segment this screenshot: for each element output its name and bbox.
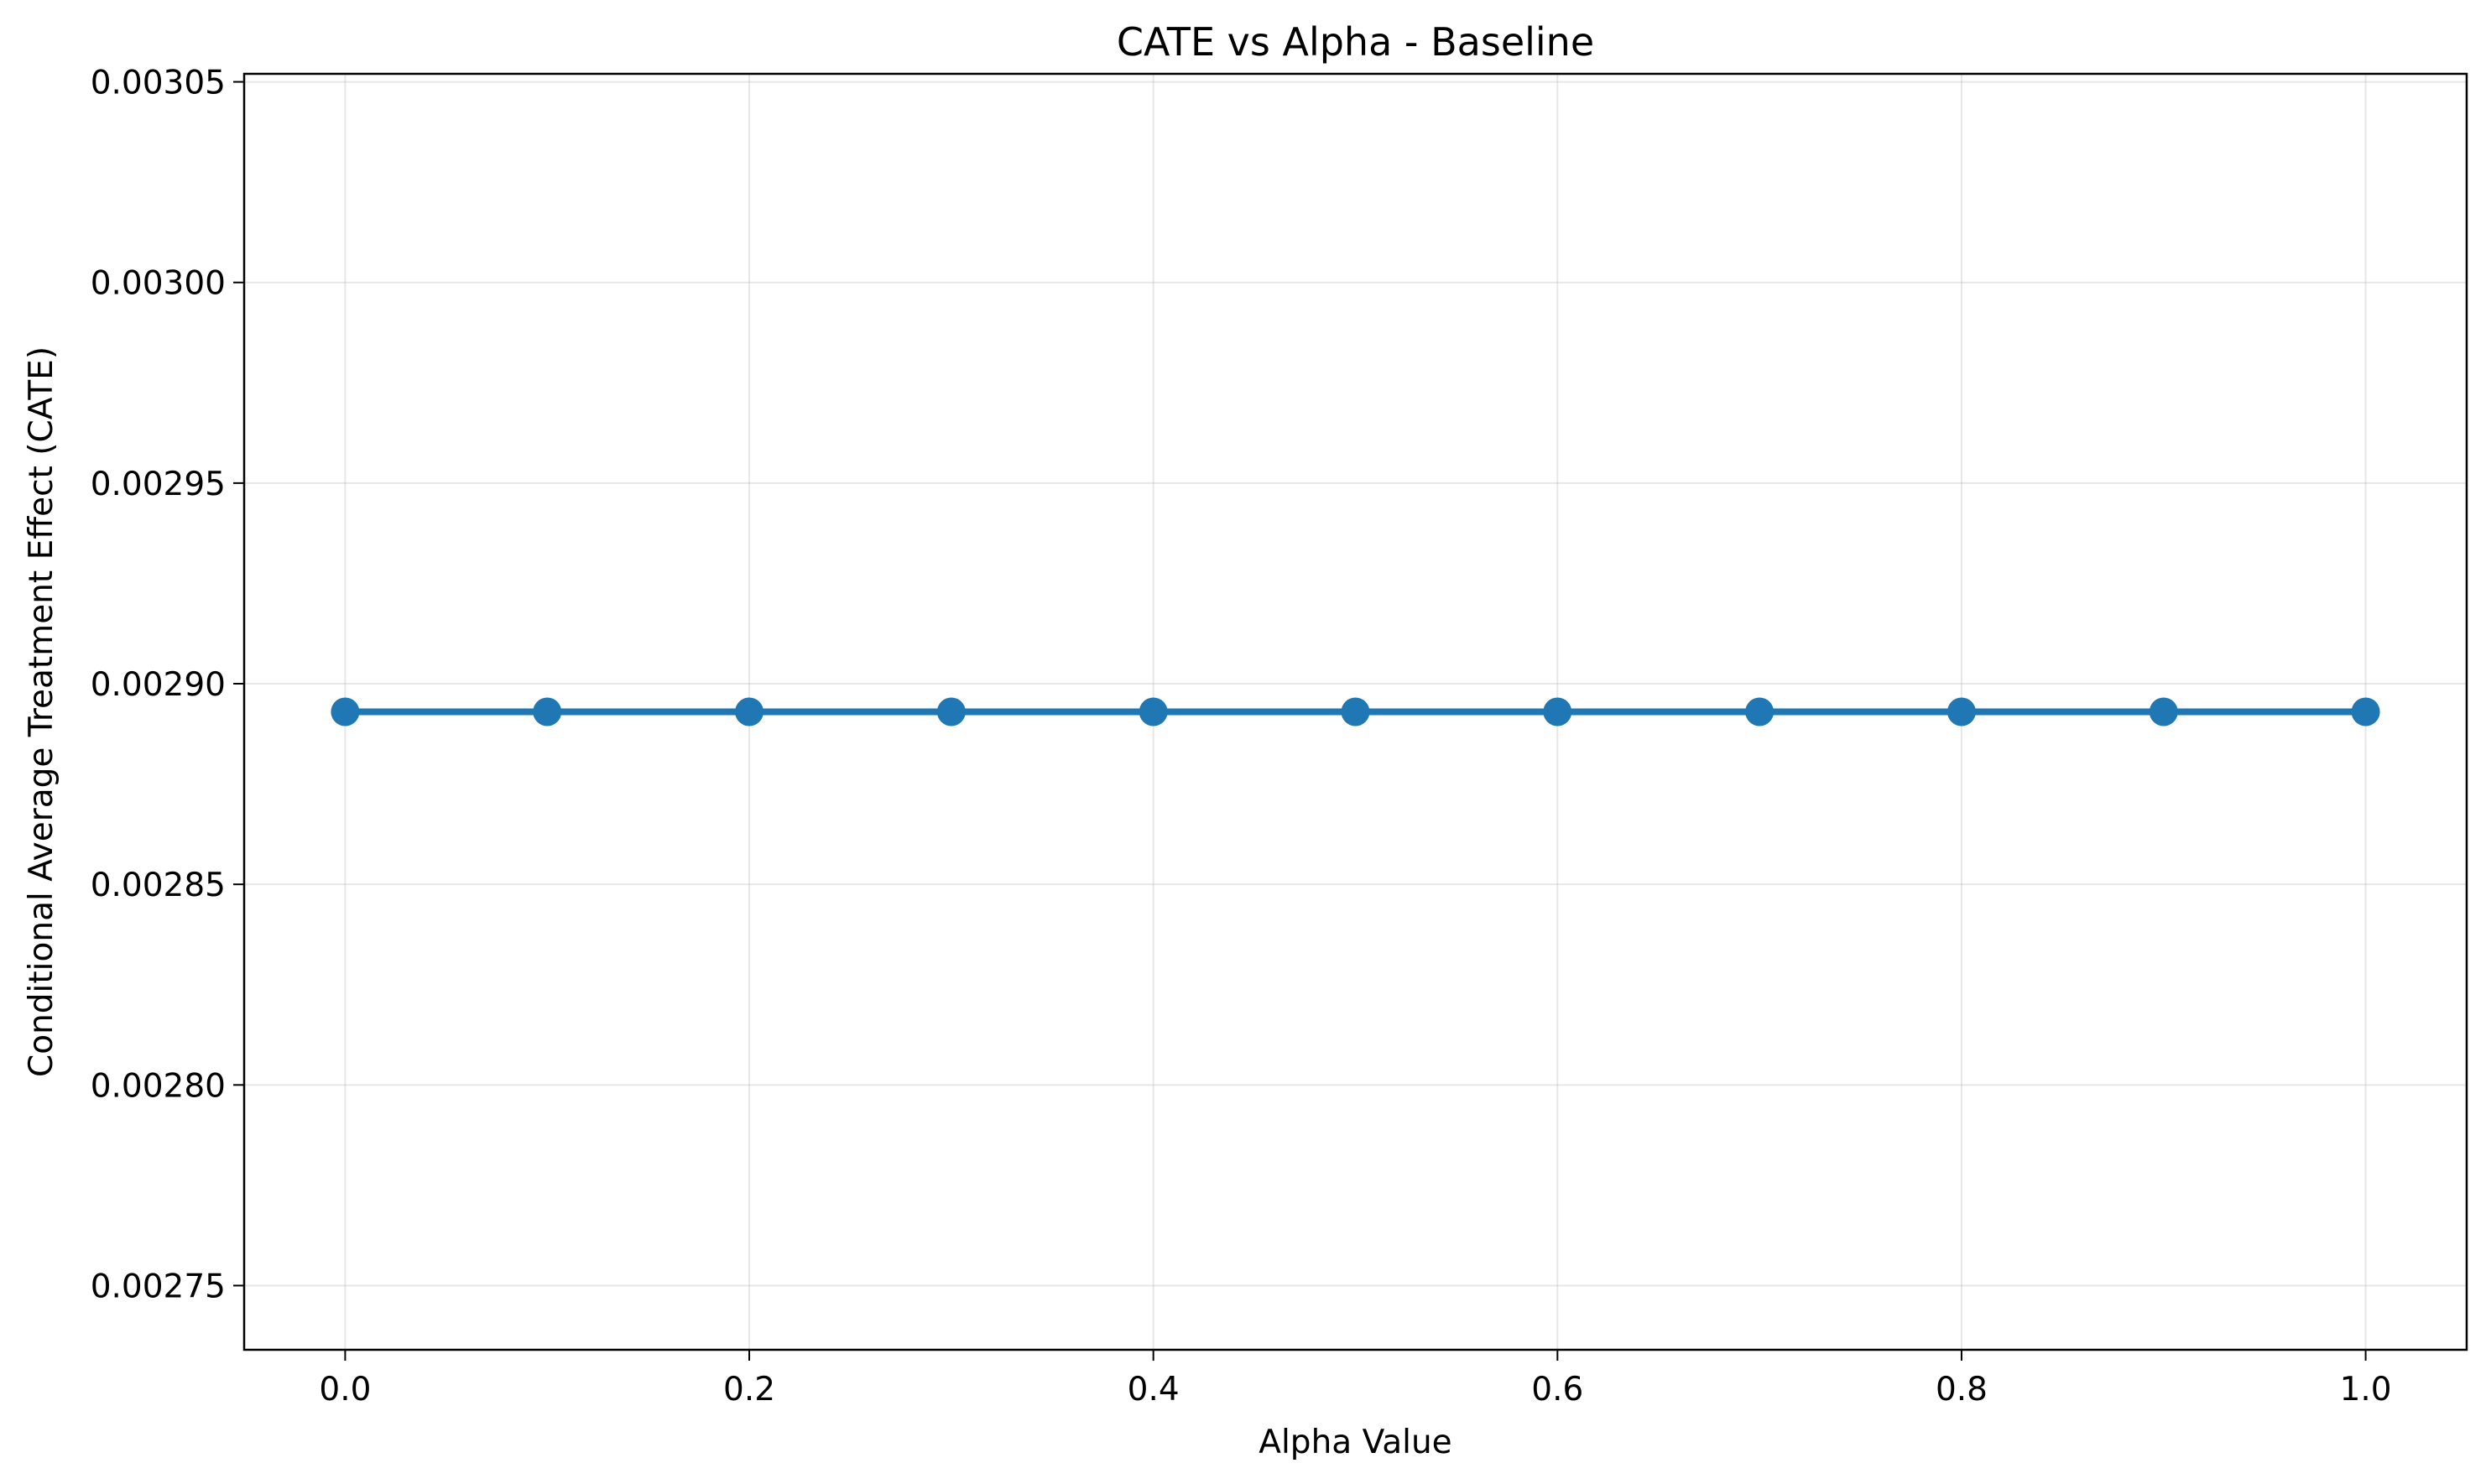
data-point xyxy=(1543,697,1572,726)
data-point xyxy=(735,697,764,726)
y-tick-label: 0.00285 xyxy=(91,867,226,904)
x-tick-label: 0.2 xyxy=(723,1371,775,1408)
data-point xyxy=(936,697,966,726)
x-tick-label: 0.0 xyxy=(319,1371,371,1408)
series-layer xyxy=(331,697,2380,726)
x-axis-title: Alpha Value xyxy=(1259,1424,1451,1461)
data-point xyxy=(1745,697,1774,726)
x-tick-label: 0.6 xyxy=(1531,1371,1583,1408)
data-point xyxy=(1341,697,1370,726)
x-axis-ticks: 0.0 0.2 0.4 0.6 0.8 1.0 xyxy=(319,1350,2392,1408)
y-axis-title: Conditional Average Treatment Effect (CA… xyxy=(23,346,60,1077)
y-tick-label: 0.00300 xyxy=(91,265,226,303)
data-point xyxy=(2149,697,2178,726)
chart-title: CATE vs Alpha - Baseline xyxy=(1117,19,1594,65)
data-point xyxy=(1946,697,1976,726)
x-tick-label: 1.0 xyxy=(2340,1371,2392,1408)
y-tick-label: 0.00275 xyxy=(91,1268,226,1305)
y-axis-ticks: 0.00275 0.00280 0.00285 0.00290 0.00295 0.003… xyxy=(91,65,244,1305)
x-tick-label: 0.8 xyxy=(1936,1371,1988,1408)
data-point xyxy=(1139,697,1168,726)
y-tick-label: 0.00280 xyxy=(91,1067,226,1105)
x-tick-label: 0.4 xyxy=(1128,1371,1180,1408)
data-point xyxy=(533,697,562,726)
y-tick-label: 0.00305 xyxy=(91,65,226,102)
y-tick-label: 0.00290 xyxy=(91,666,226,704)
plot-area-frame xyxy=(242,72,2468,1351)
data-point xyxy=(331,697,360,726)
y-tick-label: 0.00295 xyxy=(91,466,226,503)
data-point xyxy=(2351,697,2380,726)
